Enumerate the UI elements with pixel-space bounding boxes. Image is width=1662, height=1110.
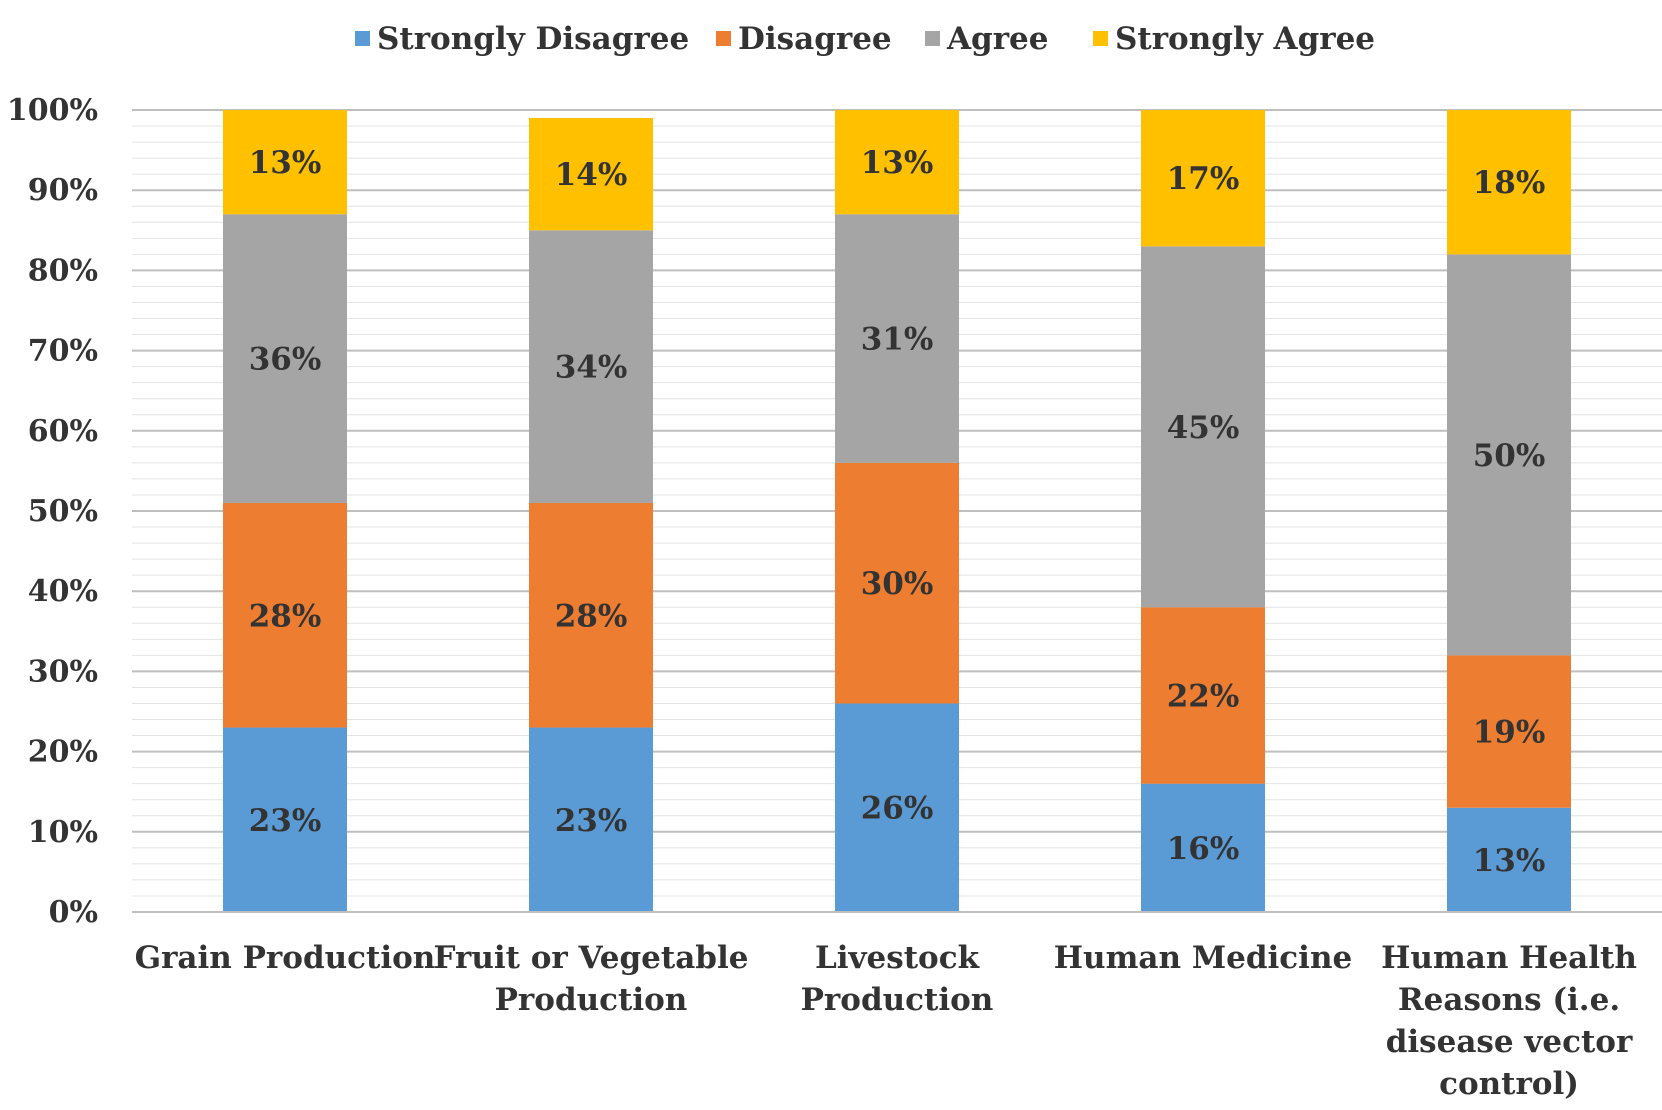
x-category-label-line: disease vector bbox=[1386, 1024, 1633, 1060]
bar-segment-strongly-agree bbox=[835, 110, 959, 215]
bar-segment-strongly-disagree bbox=[529, 727, 653, 912]
data-label: 26% bbox=[861, 791, 934, 827]
legend-swatch bbox=[716, 31, 731, 46]
data-label: 30% bbox=[861, 566, 934, 602]
x-category-label-line: Reasons (i.e. bbox=[1398, 982, 1620, 1018]
bar-segment-disagree bbox=[1141, 607, 1265, 784]
data-label: 36% bbox=[249, 342, 322, 378]
bar-segment-strongly-disagree bbox=[1141, 783, 1265, 912]
bar-segment-strongly-agree bbox=[529, 118, 653, 231]
data-label: 17% bbox=[1167, 161, 1240, 197]
y-tick-label: 10% bbox=[28, 815, 98, 850]
x-category-label-line: Livestock bbox=[815, 940, 981, 976]
data-label: 18% bbox=[1473, 165, 1546, 201]
y-tick-label: 90% bbox=[28, 173, 98, 208]
legend-label: Disagree bbox=[738, 21, 892, 57]
y-tick-label: 50% bbox=[28, 494, 98, 529]
data-label: 34% bbox=[555, 350, 628, 386]
y-tick-label: 70% bbox=[28, 334, 98, 369]
bar-value-labels: 23% 28% 36% 13% 23% 28% 34% 14% 26% 30% 31% 13% 16% 2… bbox=[249, 145, 1546, 879]
bar-segment-disagree bbox=[223, 502, 347, 728]
x-category-label: Human Medicine bbox=[1054, 940, 1352, 976]
x-category-label-line: Production bbox=[801, 982, 994, 1018]
data-label: 13% bbox=[249, 145, 322, 181]
x-category-label-line: control) bbox=[1439, 1066, 1579, 1102]
bar-segment-agree bbox=[1141, 246, 1265, 608]
legend-label: Agree bbox=[946, 21, 1049, 57]
x-category-label: Grain Production bbox=[135, 940, 436, 976]
x-category-label: Fruit or Vegetable Production bbox=[434, 940, 749, 1018]
bar-segment-disagree bbox=[1447, 655, 1571, 808]
data-label: 13% bbox=[1473, 843, 1546, 879]
bar-segment-strongly-agree bbox=[223, 110, 347, 215]
y-tick-label: 80% bbox=[28, 253, 98, 288]
bar-segment-strongly-disagree bbox=[835, 703, 959, 912]
x-category-label-line: Human Health bbox=[1381, 940, 1637, 976]
y-axis: 0% 10% 20% 30% 40% 50% 60% 70% 80% 90% 100% bbox=[7, 93, 98, 930]
data-label: 45% bbox=[1167, 410, 1240, 446]
bar-segment-agree bbox=[223, 214, 347, 503]
x-category-label: Livestock Production bbox=[801, 940, 994, 1018]
data-label: 13% bbox=[861, 145, 934, 181]
bar-segment-strongly-agree bbox=[1447, 110, 1571, 255]
data-label: 23% bbox=[249, 803, 322, 839]
x-category-label-line: Fruit or Vegetable bbox=[434, 940, 749, 976]
data-label: 14% bbox=[555, 157, 628, 193]
y-tick-label: 0% bbox=[49, 895, 98, 930]
bar-segment-strongly-agree bbox=[1141, 110, 1265, 247]
data-label: 28% bbox=[249, 598, 322, 634]
bar-segment-agree bbox=[1447, 254, 1571, 656]
data-label: 50% bbox=[1473, 438, 1546, 474]
y-tick-label: 100% bbox=[7, 93, 98, 128]
bars bbox=[223, 110, 1571, 912]
legend-swatch bbox=[1093, 31, 1108, 46]
legend: Strongly Disagree Disagree Agree Strongly A… bbox=[355, 21, 1375, 57]
bar-segment-strongly-disagree bbox=[223, 727, 347, 912]
x-category-label-line: Production bbox=[495, 982, 688, 1018]
legend-swatch bbox=[355, 31, 370, 46]
legend-label: Strongly Agree bbox=[1115, 21, 1375, 57]
x-category-label-line: Grain Production bbox=[135, 940, 436, 976]
data-label: 22% bbox=[1167, 678, 1240, 714]
data-label: 19% bbox=[1473, 715, 1546, 751]
data-label: 23% bbox=[555, 803, 628, 839]
x-category-label: Human Health Reasons (i.e. disease vector c… bbox=[1381, 940, 1637, 1102]
x-category-label-line: Human Medicine bbox=[1054, 940, 1352, 976]
bar-segment-disagree bbox=[835, 462, 959, 704]
y-tick-label: 40% bbox=[28, 574, 98, 609]
bar-segment-agree bbox=[529, 230, 653, 503]
bar-segment-agree bbox=[835, 214, 959, 463]
y-tick-label: 20% bbox=[28, 735, 98, 770]
y-tick-label: 30% bbox=[28, 654, 98, 689]
y-tick-label: 60% bbox=[28, 414, 98, 449]
data-label: 16% bbox=[1167, 831, 1240, 867]
bar-segment-disagree bbox=[529, 502, 653, 728]
data-label: 31% bbox=[861, 322, 934, 358]
legend-swatch bbox=[925, 31, 940, 46]
legend-label: Strongly Disagree bbox=[377, 21, 689, 57]
data-label: 28% bbox=[555, 598, 628, 634]
bar-segment-strongly-disagree bbox=[1447, 807, 1571, 912]
